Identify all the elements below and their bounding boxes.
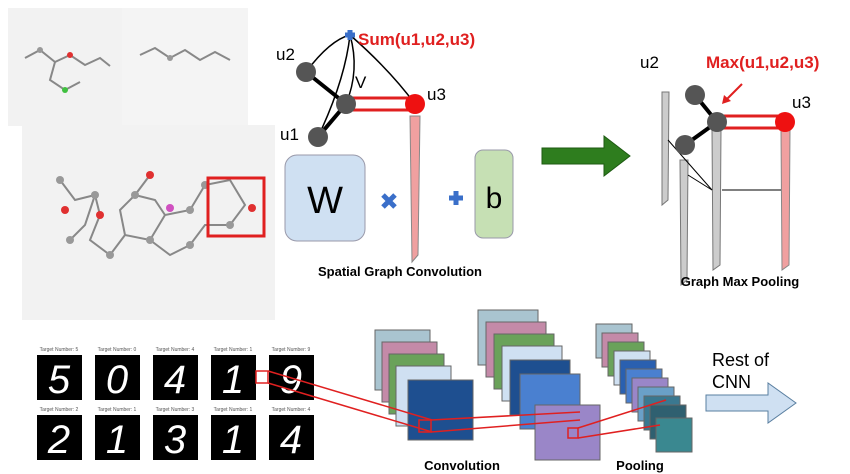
graph-max-pooling: u2 Max(u1,u2,u3) u3 Graph Max Pooling: [640, 53, 819, 289]
arrow: [542, 136, 630, 176]
mnist-label: Target Number: 9: [272, 347, 311, 353]
molecule-panels: [8, 8, 275, 320]
caption: Convolution: [424, 458, 500, 473]
node-label: u2: [276, 45, 295, 64]
rest-label: CNN: [712, 372, 751, 392]
mnist-digit: 3: [164, 418, 186, 462]
caption: Pooling: [616, 458, 664, 473]
mnist-digit: 1: [222, 418, 244, 462]
mnist-label: Target Number: 4: [156, 347, 195, 353]
node-label: u1: [280, 125, 299, 144]
node-label: u3: [427, 85, 446, 104]
cnn-stacks: [256, 310, 692, 460]
weight-label: W: [307, 180, 343, 222]
sum-label: Sum(u1,u2,u3): [358, 30, 475, 49]
caption: Graph Max Pooling: [681, 274, 800, 289]
max-label: Max(u1,u2,u3): [706, 53, 819, 72]
node-label: u3: [792, 93, 811, 112]
mnist-label: Target Number: 2: [40, 407, 79, 413]
mnist-label: Target Number: 3: [156, 407, 195, 413]
mnist-label: Target Number: 4: [272, 407, 311, 413]
node-label: V: [355, 73, 367, 92]
mnist-digit: 4: [280, 418, 302, 462]
mnist-grid: Target Number: 5 5 Target Number: 0 0 Target…: [37, 347, 314, 462]
mnist-digit: 0: [106, 358, 128, 402]
node-label: u2: [640, 53, 659, 72]
mnist-label: Target Number: 0: [98, 347, 137, 353]
mnist-label: Target Number: 1: [214, 347, 253, 353]
graph-convolution: Sum(u1,u2,u3) u2 V u3 u1 W b Spatial Gra…: [276, 30, 513, 279]
mnist-digit: 5: [48, 358, 71, 402]
diagram: Sum(u1,u2,u3) u2 V u3 u1 W b Spatial Gra…: [0, 0, 850, 474]
mnist-label: Target Number: 1: [214, 407, 253, 413]
mnist-digit: 2: [47, 418, 70, 462]
mnist-label: Target Number: 5: [40, 347, 79, 353]
mnist-label: Target Number: 1: [98, 407, 137, 413]
bias-label: b: [486, 182, 503, 215]
mnist-digit: 1: [106, 418, 128, 462]
mnist-digit: 1: [222, 358, 244, 402]
caption: Spatial Graph Convolution: [318, 264, 482, 279]
mnist-digit: 4: [164, 358, 186, 402]
rest-label: Rest of: [712, 350, 770, 370]
